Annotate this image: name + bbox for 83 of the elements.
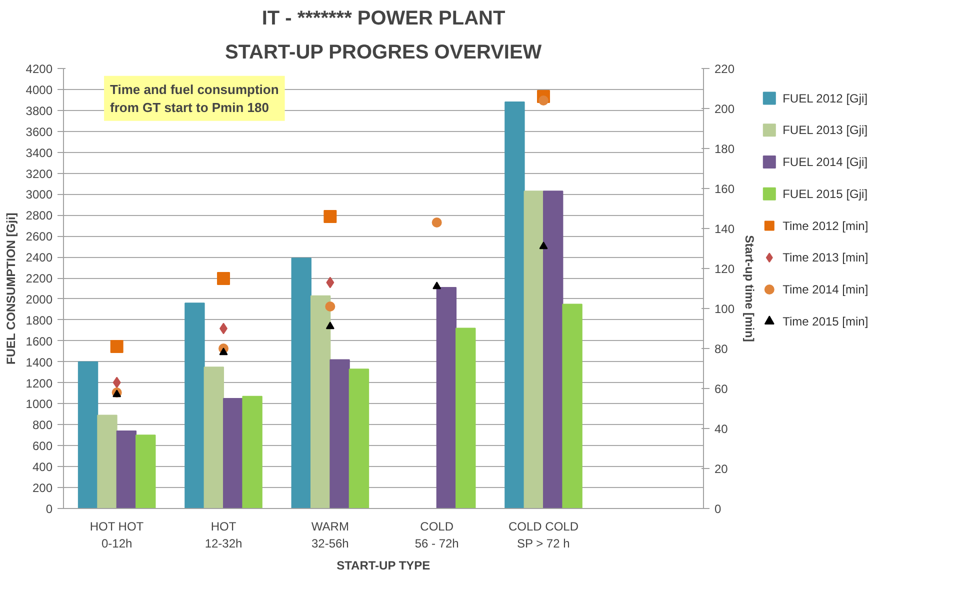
point	[326, 276, 334, 288]
x-tick-label: HOT HOT 0-12h	[90, 520, 144, 550]
y-tick-label: 4200	[26, 62, 53, 76]
x-tick-label: COLD 56 - 72h	[414, 520, 459, 550]
legend-label: Time 2012 [min]	[782, 218, 868, 233]
point	[112, 376, 121, 388]
y2-tick-label: 220	[714, 62, 735, 76]
point	[432, 282, 442, 290]
y-tick-label: 3000	[26, 188, 53, 202]
point	[325, 302, 336, 312]
point	[217, 272, 230, 285]
bar	[524, 190, 544, 508]
bar	[136, 434, 156, 508]
y-tick-label: 2000	[26, 292, 53, 306]
point	[219, 348, 228, 356]
point	[324, 210, 337, 223]
bar	[223, 398, 244, 508]
y-tick-label: 1200	[26, 376, 53, 390]
y-tick-label: 1000	[26, 397, 53, 412]
bar	[78, 361, 98, 508]
legend-label: Time 2015 [min]	[782, 314, 868, 328]
y-tick-label: 3800	[26, 104, 53, 118]
x-tick-label: COLD COLD SP > 72 h	[508, 520, 579, 550]
y2-tick-label: 60	[714, 382, 728, 396]
bar	[310, 295, 331, 508]
legend-label: Time 2014 [min]	[782, 282, 868, 296]
bar	[543, 190, 564, 508]
point	[539, 242, 548, 250]
point	[538, 96, 548, 106]
y-tick-label: 800	[32, 418, 53, 432]
y-tick-label: 1400	[26, 355, 53, 370]
y2-tick-label: 120	[714, 262, 735, 276]
chart-subtitle: START-UP PROGRES OVERVIEW	[224, 42, 542, 64]
y2-tick-label: 100	[714, 302, 735, 316]
y2-tick-label: 180	[714, 142, 735, 156]
y-tick-label: 2200	[26, 272, 53, 286]
bar	[116, 430, 137, 508]
bar	[562, 304, 582, 508]
y-tick-label: 200	[32, 481, 53, 496]
bar	[204, 366, 224, 508]
y2-tick-label: 80	[714, 342, 728, 356]
y2-tick-label: 140	[714, 222, 735, 236]
bar	[348, 368, 370, 508]
y-tick-label: 3200	[26, 166, 53, 181]
annotation: Time and fuel consumption from GT start to Pmin 180	[110, 82, 279, 115]
y-tick-label: 3600	[26, 124, 53, 139]
y2-tick-label: 200	[714, 102, 735, 116]
bar	[456, 328, 476, 508]
bar	[97, 414, 118, 508]
y2-axis-title: Start-up time [min]	[742, 235, 757, 342]
bar	[330, 359, 350, 508]
y2-tick-label: 40	[714, 422, 728, 436]
point	[432, 218, 442, 228]
y-axis-title: FUEL CONSUMPTION [Gji]	[4, 212, 18, 364]
y-tick-label: 600	[32, 439, 53, 454]
y-tick-label: 4000	[26, 82, 53, 97]
y-tick-label: 1800	[26, 313, 53, 328]
legend-label: FUEL 2012 [Gji]	[782, 91, 868, 106]
y-tick-label: 1600	[26, 334, 53, 348]
point	[326, 322, 334, 330]
chart-title: IT - ******* POWER PLANT	[262, 8, 506, 30]
x-tick-label: WARM 32-56h	[311, 520, 349, 550]
x-tick-label: HOT 12-32h	[204, 520, 242, 550]
y-tick-label: 3400	[26, 146, 53, 160]
x-axis-title: START-UP TYPE	[336, 558, 430, 572]
point	[110, 340, 124, 353]
bar	[242, 396, 262, 508]
y-tick-label: 2400	[26, 250, 53, 265]
y2-tick-label: 160	[714, 182, 735, 196]
bar	[291, 258, 312, 508]
y2-tick-label: 20	[714, 462, 728, 476]
legend-label: Time 2013 [min]	[782, 250, 868, 265]
y-tick-label: 2800	[26, 208, 53, 223]
y-tick-label: 2600	[26, 230, 53, 244]
bar	[436, 286, 457, 508]
bar	[504, 102, 525, 508]
bar	[184, 302, 205, 508]
y-tick-label: 0	[46, 502, 53, 516]
y2-tick-label: 0	[714, 502, 722, 516]
legend-label: FUEL 2013 [Gji]	[782, 123, 868, 138]
legend-label: FUEL 2015 [Gji]	[782, 186, 868, 201]
y-tick-label: 400	[32, 460, 53, 474]
legend-label: FUEL 2014 [Gji]	[782, 155, 868, 169]
